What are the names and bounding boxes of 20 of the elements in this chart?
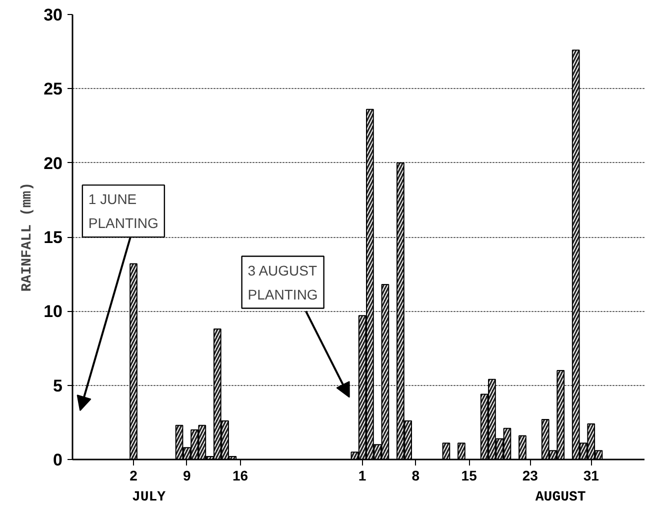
x-tick-label: 16 xyxy=(232,468,248,484)
y-axis-title: RAINFALL (mm) xyxy=(20,182,36,292)
text: AUGUST xyxy=(535,490,586,506)
x-tick-label: 15 xyxy=(461,468,478,484)
y-tick-label: 15 xyxy=(44,228,63,247)
x-tick-label: 31 xyxy=(583,468,600,484)
y-tick-label: 20 xyxy=(44,154,63,173)
y-tick-label: 0 xyxy=(53,450,63,470)
y-tick-label: 5 xyxy=(53,376,63,396)
x-tick-label: 9 xyxy=(183,468,192,484)
x-tick-label: 2 xyxy=(130,468,138,484)
y-tick-label: 10 xyxy=(44,302,63,322)
y-tick-label: 25 xyxy=(44,80,63,99)
annotation: 3 AUGUST PLANTING xyxy=(248,262,318,302)
x-tick-label: 1 xyxy=(358,468,366,484)
x-tick-label: 23 xyxy=(522,468,538,484)
annotation: 1 JUNE PLANTING xyxy=(88,191,158,232)
x-tick-label: 8 xyxy=(412,468,420,484)
text: JULY xyxy=(132,490,166,506)
y-tick-label: 30 xyxy=(44,6,63,24)
